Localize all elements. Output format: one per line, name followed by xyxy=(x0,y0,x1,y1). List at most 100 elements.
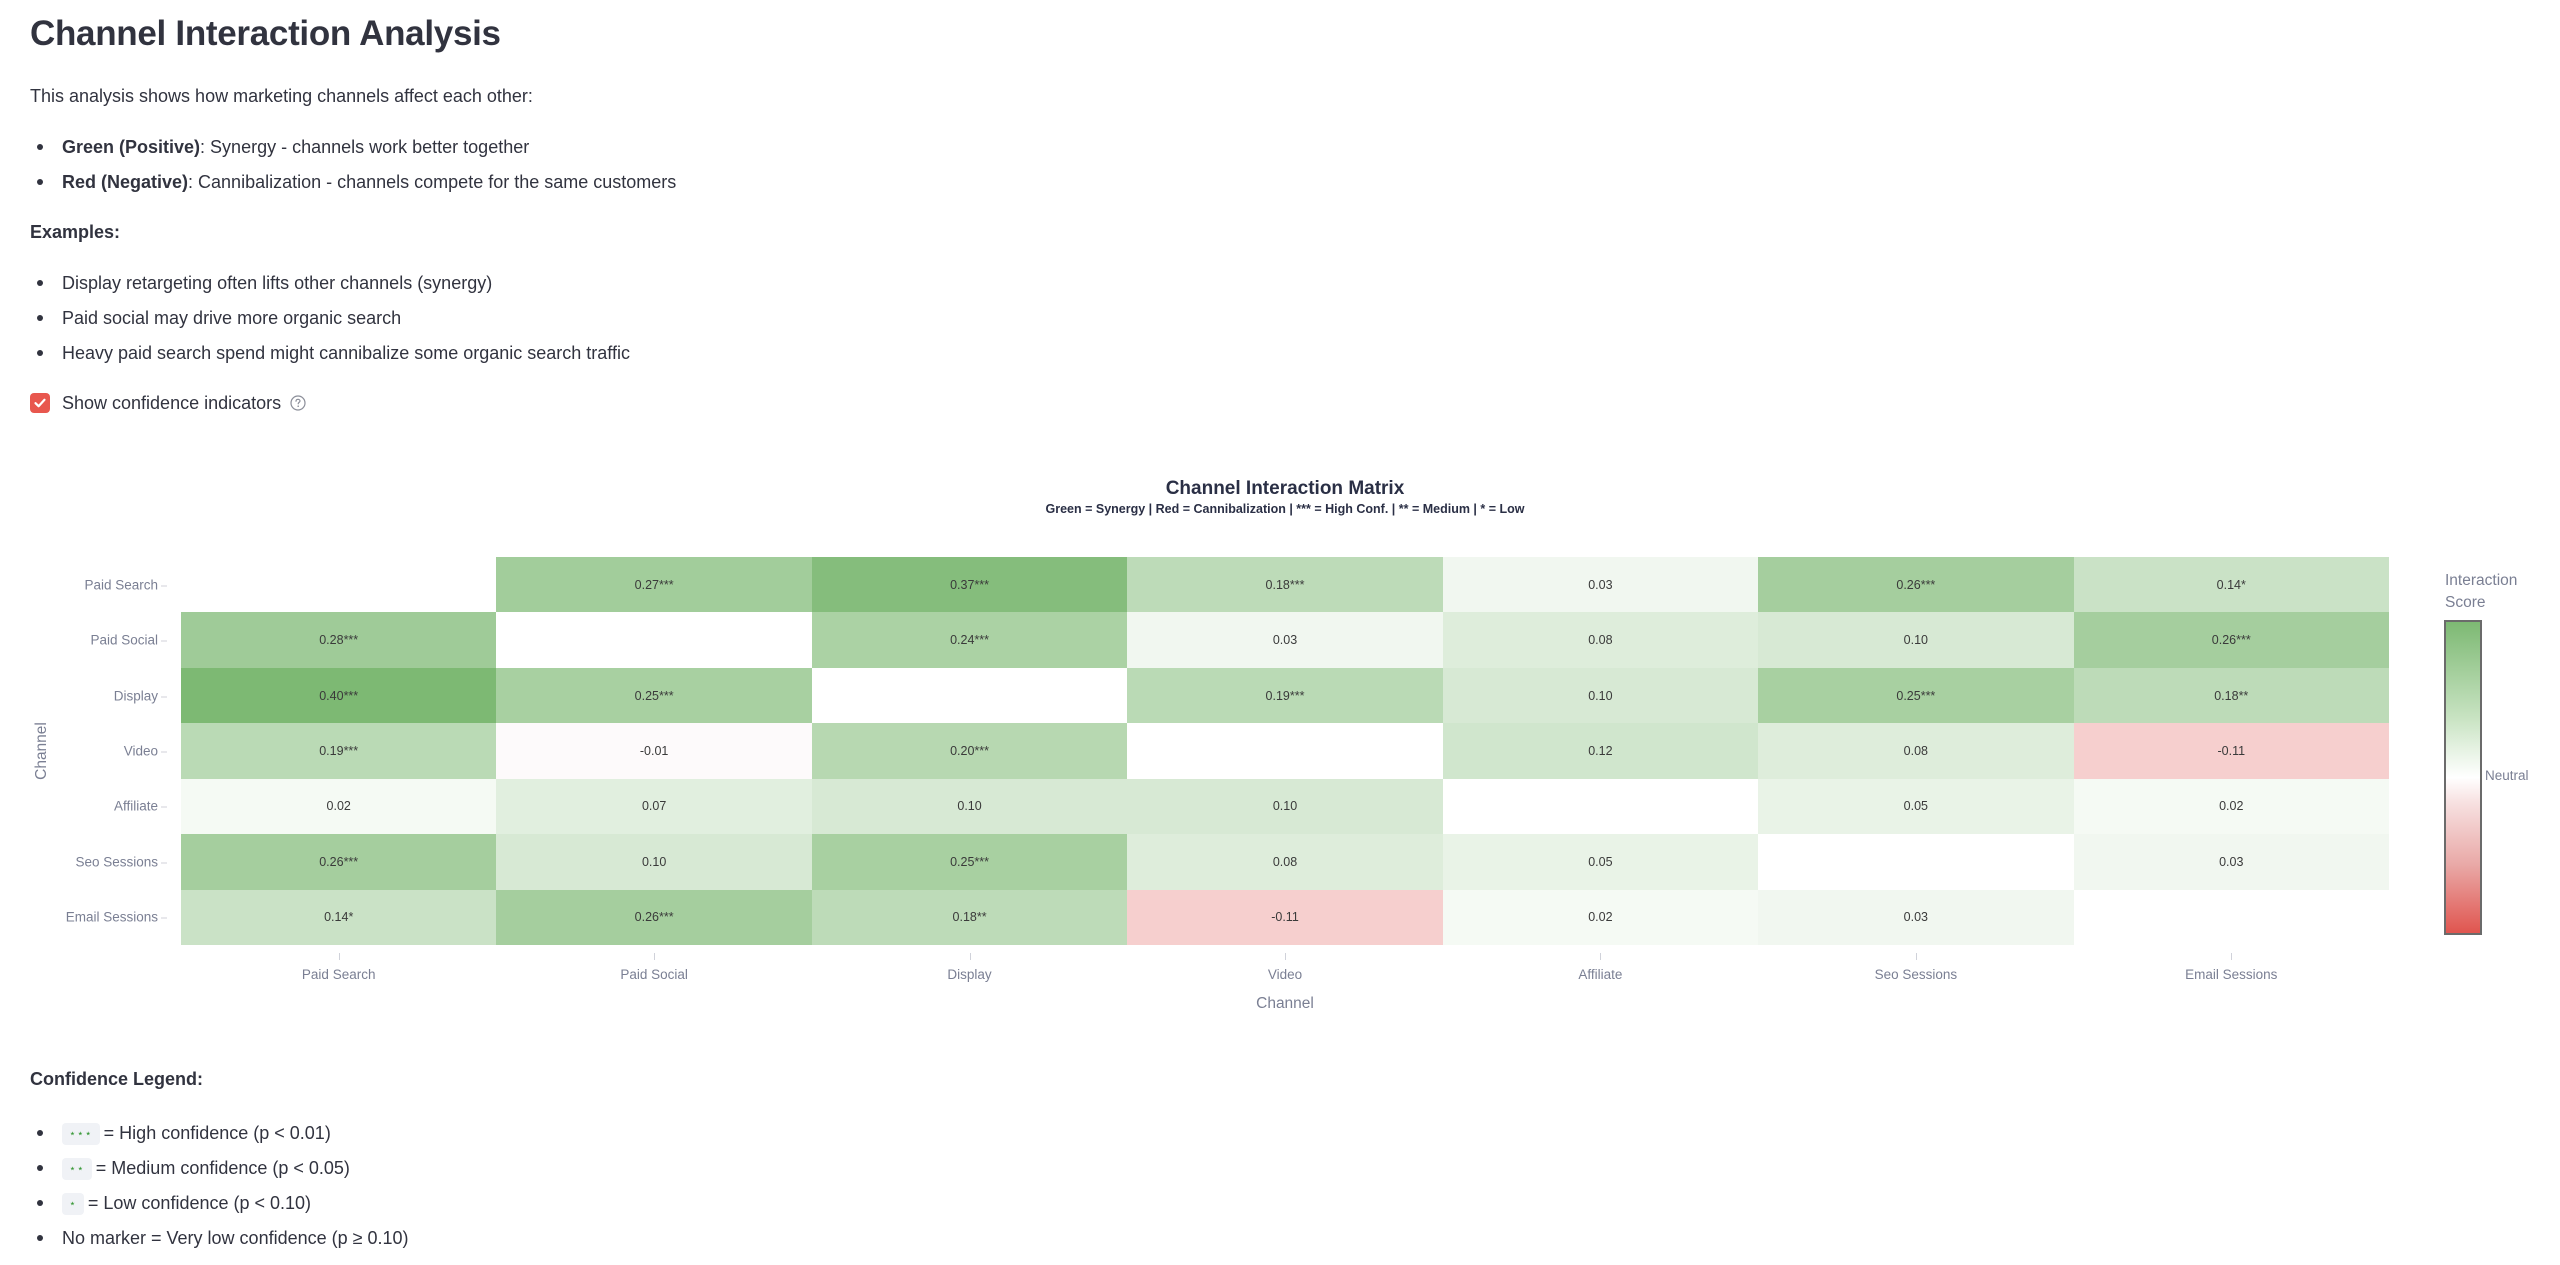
heatmap-cell: 0.26*** xyxy=(181,834,497,890)
page-title: Channel Interaction Analysis xyxy=(30,14,501,53)
example-item: Heavy paid search spend might cannibaliz… xyxy=(30,341,630,365)
y-axis-label: Seo Sessions xyxy=(17,854,167,869)
x-axis-tick xyxy=(338,953,340,960)
heatmap-cell: 0.37*** xyxy=(811,557,1128,613)
heatmap-cell: 0.10 xyxy=(1758,612,2074,668)
heatmap-cell: 0.10 xyxy=(1127,778,1443,835)
heatmap-cell: 0.08 xyxy=(1442,612,1759,668)
heatmap-cell: 0.14* xyxy=(2073,557,2389,613)
bullet-icon xyxy=(37,314,43,321)
meaning-item-red: Red (Negative): Cannibalization - channe… xyxy=(30,170,676,194)
x-axis-tick xyxy=(1600,953,1602,960)
check-icon xyxy=(34,398,46,408)
x-axis-tick xyxy=(654,953,656,960)
x-axis-label: Email Sessions xyxy=(2185,967,2278,982)
heatmap-cell: 0.02 xyxy=(2073,778,2389,835)
heatmap-cell: 0.27*** xyxy=(496,557,812,613)
x-axis-tick xyxy=(969,953,971,960)
heatmap-cell: 0.20*** xyxy=(811,723,1128,779)
y-axis-label: Email Sessions xyxy=(17,910,167,925)
x-axis-label: Video xyxy=(1267,967,1303,982)
heatmap-cell: 0.03 xyxy=(1127,612,1443,668)
heatmap-cell: 0.03 xyxy=(1758,889,2074,945)
bullet-icon xyxy=(37,1164,43,1171)
chart-title: Channel Interaction Matrix xyxy=(1165,478,1405,499)
heatmap-cell: 0.25*** xyxy=(811,834,1128,890)
heatmap-cell: 0.12 xyxy=(1442,723,1759,779)
bullet-icon xyxy=(37,279,43,286)
example-item: Display retargeting often lifts other ch… xyxy=(30,271,492,295)
heatmap-cell: 0.25*** xyxy=(496,667,812,724)
heatmap-cell: 0.10 xyxy=(496,834,812,890)
y-axis-label: Affiliate xyxy=(17,799,167,814)
heatmap-cell xyxy=(1127,723,1443,779)
legend-item-low: ⋆ = Low confidence (p < 0.10) xyxy=(30,1191,311,1216)
heatmap-cell: 0.03 xyxy=(2073,834,2389,890)
heatmap-cell xyxy=(1442,778,1759,835)
heatmap-cell: -0.11 xyxy=(1127,889,1443,945)
question-circle-icon[interactable] xyxy=(290,395,306,411)
heatmap-cell xyxy=(496,612,812,668)
x-axis-tick xyxy=(2231,953,2233,960)
heatmap-cell: -0.01 xyxy=(496,723,812,779)
heatmap-cell: 0.02 xyxy=(1442,889,1759,945)
heatmap-cell: 0.07 xyxy=(496,778,812,835)
heatmap-cell: 0.08 xyxy=(1758,723,2074,779)
y-axis-label: Paid Social xyxy=(17,633,167,648)
legend-item-none: No marker = Very low confidence (p ≥ 0.1… xyxy=(30,1226,409,1250)
heatmap-cell: 0.26*** xyxy=(1758,557,2074,613)
heatmap-cell: 0.26*** xyxy=(496,889,812,945)
examples-heading: Examples: xyxy=(30,222,121,242)
heatmap-cell: 0.18** xyxy=(811,889,1128,945)
heatmap-cell xyxy=(2073,889,2389,945)
chart-subtitle: Green = Synergy | Red = Cannibalization … xyxy=(1045,502,1525,516)
heatmap-cell: 0.08 xyxy=(1127,834,1443,890)
star-marker-icon: ⋆ xyxy=(62,1193,84,1216)
x-axis-label: Paid Social xyxy=(620,967,688,982)
star-marker-icon: ⋆⋆ xyxy=(62,1158,92,1181)
y-axis-label: Video xyxy=(17,744,167,759)
x-axis-label: Display xyxy=(947,967,992,982)
intro-text: This analysis shows how marketing channe… xyxy=(30,86,533,106)
x-axis-tick xyxy=(1285,953,1286,960)
x-axis-label: Affiliate xyxy=(1578,967,1623,982)
x-axis-tick xyxy=(1915,953,1917,960)
heatmap-cell: 0.05 xyxy=(1442,834,1759,890)
heatmap-cell: 0.28*** xyxy=(181,612,497,668)
bullet-icon xyxy=(37,1234,43,1241)
heatmap-cell: 0.05 xyxy=(1758,778,2074,835)
heatmap-cell: 0.10 xyxy=(811,778,1128,835)
bullet-icon xyxy=(37,143,43,150)
heatmap-cell: 0.02 xyxy=(181,778,497,835)
heatmap-grid: 0.27*** 0.37*** 0.18*** 0.03 0.26*** 0.14* 0.2… xyxy=(181,557,2389,945)
x-axis-title: Channel xyxy=(1256,995,1314,1012)
confidence-indicators-toggle[interactable]: Show confidence indicators xyxy=(30,391,306,415)
checkbox-checked[interactable] xyxy=(30,393,50,413)
confidence-legend-title: Confidence Legend: xyxy=(30,1069,204,1089)
heatmap-cell: 0.19*** xyxy=(181,723,497,779)
heatmap-cell: 0.18*** xyxy=(1127,557,1443,613)
heatmap-cell: 0.19*** xyxy=(1127,667,1443,724)
colorbar xyxy=(2444,620,2482,935)
heatmap-cell: 0.25*** xyxy=(1758,667,2074,724)
heatmap-cell xyxy=(1758,834,2074,890)
bullet-icon xyxy=(37,349,43,356)
heatmap-cell: 0.24*** xyxy=(811,612,1128,668)
bullet-icon xyxy=(37,178,43,185)
heatmap-cell: 0.26*** xyxy=(2073,612,2389,668)
heatmap-cell: 0.40*** xyxy=(181,667,497,724)
example-item: Paid social may drive more organic searc… xyxy=(30,306,401,330)
colorbar-title: Interaction Score xyxy=(2445,572,2518,611)
meaning-item-green: Green (Positive): Synergy - channels wor… xyxy=(30,135,529,159)
heatmap-cell: 0.14* xyxy=(181,889,497,945)
y-axis-label: Paid Search xyxy=(17,577,167,592)
checkbox-label[interactable]: Show confidence indicators xyxy=(62,392,282,413)
heatmap-cell: -0.11 xyxy=(2073,723,2389,779)
star-marker-icon: ⋆⋆⋆ xyxy=(62,1123,100,1146)
heatmap-cell xyxy=(181,557,497,613)
bullet-icon xyxy=(37,1129,43,1136)
heatmap-cell xyxy=(811,667,1128,724)
colorbar-neutral-label: Neutral xyxy=(2485,768,2529,783)
heatmap-cell: 0.18** xyxy=(2073,667,2389,724)
x-axis-label: Paid Search xyxy=(301,967,376,982)
